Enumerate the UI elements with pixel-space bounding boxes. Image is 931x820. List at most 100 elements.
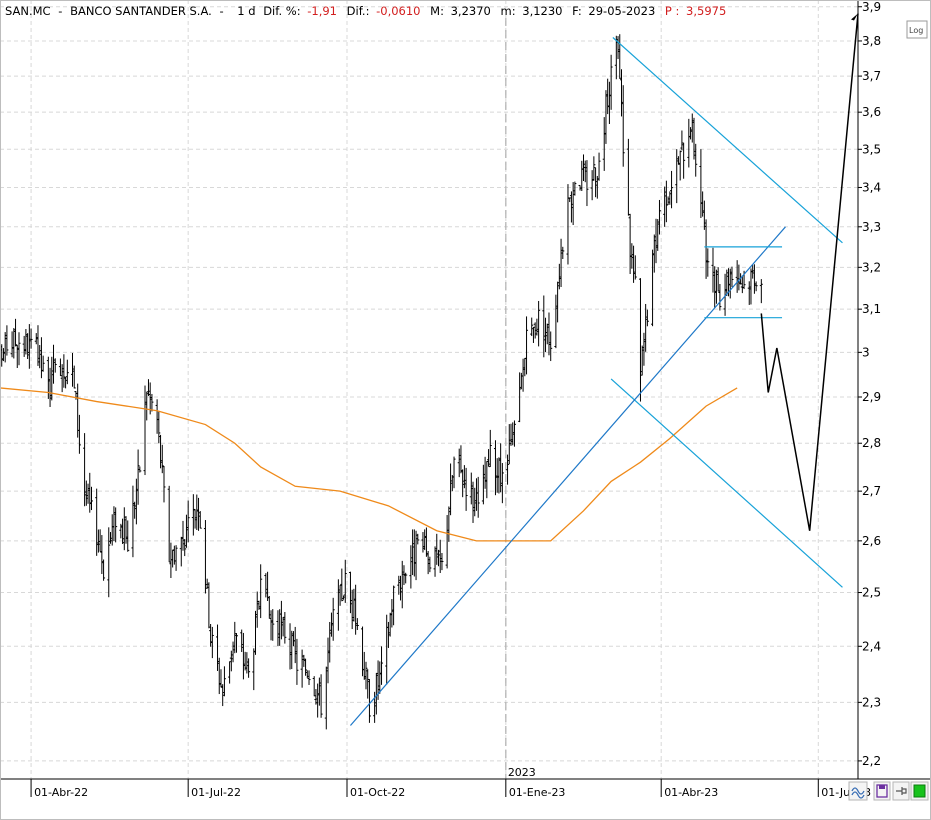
y-tick-label: 3,2	[862, 260, 881, 274]
y-tick-label: 2,3	[862, 695, 881, 709]
header-separator: -	[58, 4, 62, 18]
dif-label: Dif.:	[347, 4, 370, 18]
y-tick-label: 2,6	[862, 534, 881, 548]
wave-indicator-icon[interactable]	[848, 781, 868, 801]
ohlc-bar	[198, 511, 202, 529]
ohlc-bar	[512, 420, 516, 447]
ohlc-bar	[380, 646, 384, 685]
ohlc-bar	[295, 638, 299, 685]
ohlc-bar	[174, 545, 178, 571]
max-label: M:	[430, 4, 444, 18]
projection-path	[760, 13, 859, 531]
log-button-label: Log	[909, 26, 923, 35]
ohlc-bar	[283, 611, 287, 644]
ohlc-bar	[367, 678, 371, 723]
x-tick-label: 01-Abr-23	[664, 786, 718, 799]
ohlc-bar	[718, 284, 722, 311]
ohlc-bar	[29, 328, 33, 349]
projection-arrowhead	[851, 13, 858, 21]
ohlc-bar	[65, 359, 69, 385]
status-green-icon[interactable]	[910, 781, 929, 801]
trendline-support	[349, 226, 786, 726]
ohlc-bar	[136, 449, 140, 505]
chart-header: SAN.MC - BANCO SANTANDER S.A. - 1 d Dif.…	[5, 4, 726, 18]
date-value: 29-05-2023	[588, 4, 655, 18]
dif-pct-value: -1,91	[307, 4, 337, 18]
ohlc-bar	[72, 365, 76, 389]
chart-grid	[0, 0, 858, 779]
y-tick-label: 2,4	[862, 639, 881, 653]
ohlc-bar	[150, 393, 154, 412]
min-value: 3,1230	[522, 4, 562, 18]
pin-icon[interactable]	[892, 781, 910, 801]
ohlc-bar	[304, 658, 308, 676]
ohlc-bars	[0, 34, 763, 730]
ohlc-bar	[706, 248, 710, 277]
ohlc-bar	[210, 626, 214, 659]
ohlc-bar	[500, 463, 504, 504]
ohlc-bar	[331, 597, 335, 641]
ohlc-bar	[160, 444, 164, 474]
y-tick-label: 2,9	[862, 390, 881, 404]
ohlc-bar	[561, 246, 565, 260]
ohlc-bar	[592, 156, 596, 181]
ohlc-bar	[404, 572, 408, 584]
dif-pct-label: Dif. %:	[263, 4, 300, 18]
x-tick-label: 01-Jul-22	[191, 786, 241, 799]
y-axis-ticks: 3,9 3,8 3,7 3,6 3,5 3,4 3,3 3,2 3,1 3 2,9 2,8 2,7 2,6…	[858, 0, 881, 768]
ohlc-bar	[428, 556, 432, 573]
p-value: 3,5975	[686, 4, 726, 18]
dif-value: -0,0610	[376, 4, 420, 18]
ohlc-bar	[537, 300, 541, 347]
p-label: P :	[665, 4, 679, 18]
ohlc-bar	[364, 661, 368, 690]
ohlc-bar	[645, 309, 649, 327]
ohlc-bar	[222, 666, 226, 697]
log-scale-button[interactable]: Log	[906, 20, 928, 39]
y-tick-label: 2,2	[862, 754, 881, 768]
max-value: 3,2370	[451, 4, 491, 18]
ohlc-bar	[62, 354, 66, 388]
ohlc-bar	[633, 255, 637, 280]
ohlc-bar	[41, 355, 45, 372]
ohlc-bar	[694, 143, 698, 177]
ohlc-bar	[754, 281, 758, 292]
ohlc-bar	[530, 317, 534, 337]
ohlc-bar	[114, 507, 118, 543]
save-icon[interactable]	[873, 781, 891, 801]
ohlc-bar	[621, 85, 625, 167]
year-divider-label: 2023	[508, 766, 536, 779]
x-tick-label: 01-Abr-22	[34, 786, 88, 799]
y-tick-label: 3,3	[862, 220, 881, 234]
ohlc-bar	[597, 152, 601, 181]
symbol-text: SAN.MC	[5, 4, 51, 18]
y-tick-label: 3,1	[862, 302, 881, 316]
x-tick-label: 01-Ene-23	[509, 786, 566, 799]
header-separator: -	[219, 4, 223, 18]
ohlc-bar	[5, 325, 9, 356]
ohlc-bar	[247, 658, 251, 678]
y-tick-label: 3,5	[862, 142, 881, 156]
ohlc-bar	[102, 559, 106, 581]
ohlc-bar	[476, 476, 480, 518]
ohlc-bar	[609, 54, 613, 110]
ohlc-bar	[157, 410, 161, 444]
ohlc-bar	[416, 533, 420, 545]
y-tick-label: 3,4	[862, 180, 881, 194]
ohlc-bar	[183, 539, 187, 557]
ohlc-bar	[549, 331, 553, 362]
interval-text: 1 d	[237, 4, 255, 18]
trendline-upper-channel	[612, 37, 843, 244]
ohlc-bar	[271, 609, 275, 641]
ohlc-bar	[343, 559, 347, 603]
ohlc-bar	[259, 564, 263, 619]
min-label: m:	[501, 4, 516, 18]
ohlc-bar	[340, 568, 344, 602]
ohlc-bar	[525, 316, 529, 375]
ohlc-bar	[77, 414, 81, 454]
date-label: F:	[572, 4, 582, 18]
log-button-frame	[906, 20, 928, 39]
ohlc-bar	[585, 160, 589, 207]
y-tick-label: 2,5	[862, 586, 881, 600]
